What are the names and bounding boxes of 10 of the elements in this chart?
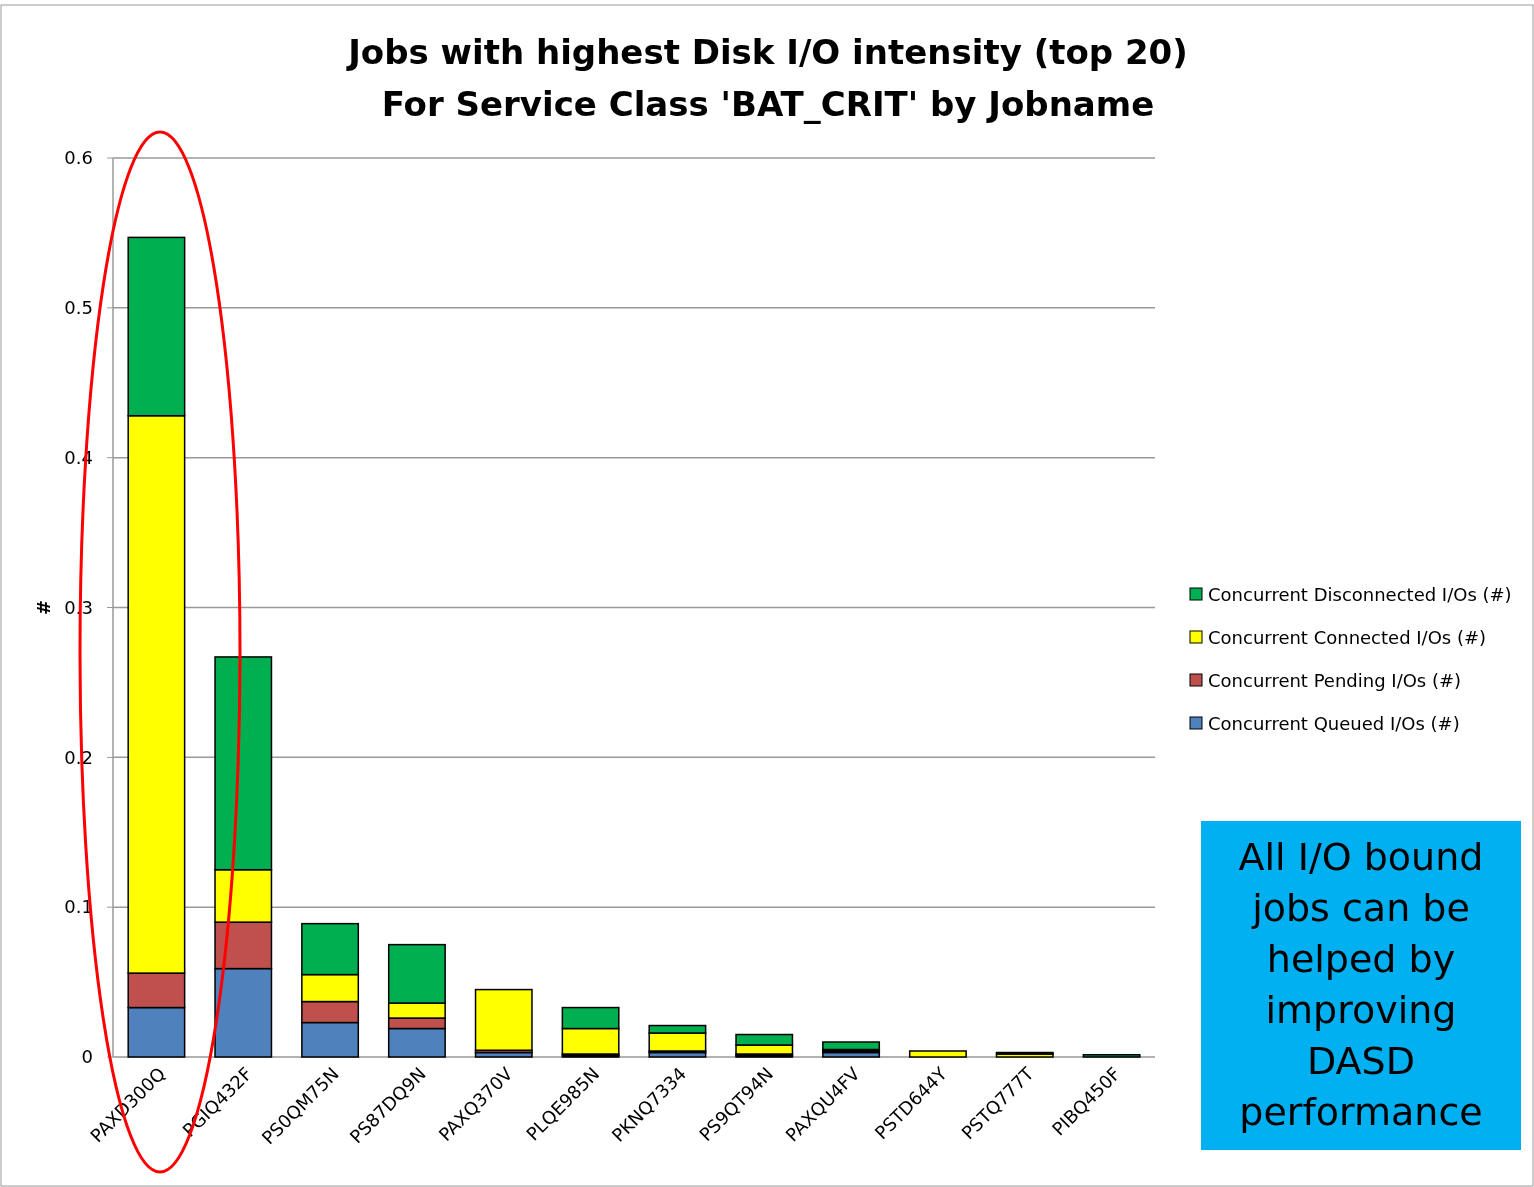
y-axis-title: # bbox=[33, 599, 54, 616]
y-tick-label: 0 bbox=[81, 1046, 93, 1068]
y-tick-label: 0.5 bbox=[64, 297, 93, 319]
legend-label: Concurrent Connected I/Os (#) bbox=[1208, 627, 1487, 649]
legend-label: Concurrent Pending I/Os (#) bbox=[1208, 670, 1462, 692]
legend-label: Concurrent Disconnected I/Os (#) bbox=[1208, 584, 1512, 606]
chart-title: Jobs with highest Disk I/O intensity (top 20) For Service Class 'BAT_CRIT' by Jobname bbox=[346, 32, 1188, 124]
y-tick-label: 0.6 bbox=[64, 147, 93, 169]
text: All I/O bound jobs can be helped by improving DASD performance bbox=[1238, 835, 1484, 1134]
legend-label: Concurrent Queued I/Os (#) bbox=[1208, 713, 1460, 735]
